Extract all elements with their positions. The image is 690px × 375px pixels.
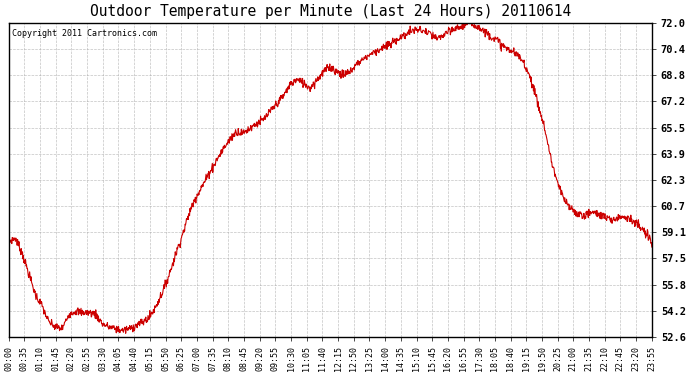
Title: Outdoor Temperature per Minute (Last 24 Hours) 20110614: Outdoor Temperature per Minute (Last 24 … bbox=[90, 4, 571, 19]
Text: Copyright 2011 Cartronics.com: Copyright 2011 Cartronics.com bbox=[12, 29, 157, 38]
